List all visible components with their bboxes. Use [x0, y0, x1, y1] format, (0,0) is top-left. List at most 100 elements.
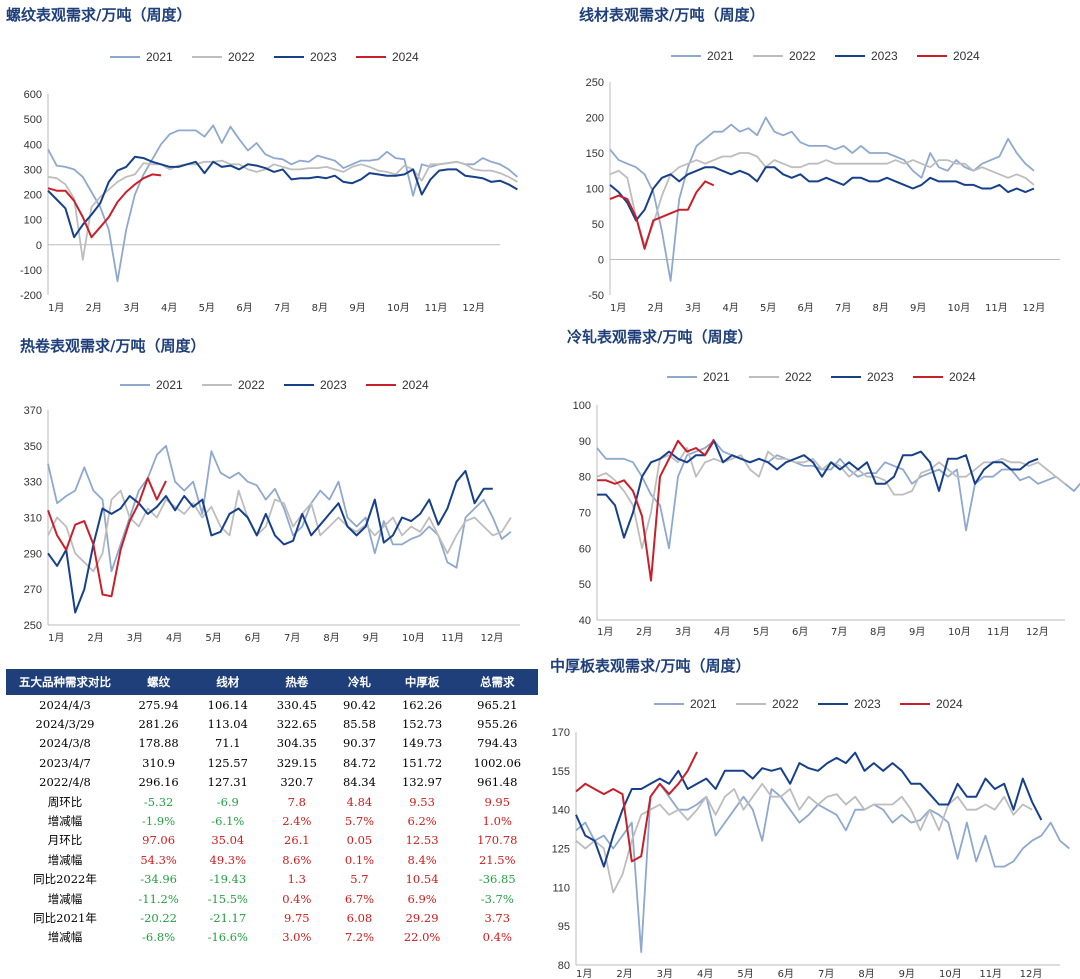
legend-label: 2023 [867, 370, 894, 384]
legend-item-2024: 2024 [917, 49, 980, 63]
series-line-2023 [597, 439, 1039, 539]
x-month-label: 8月 [870, 626, 886, 638]
table-cell: 71.1 [214, 736, 241, 751]
y-tick-label: 400 [24, 139, 42, 151]
table-cell: 296.16 [138, 775, 179, 790]
series-line-2022 [575, 782, 1033, 894]
x-month-label: 3月 [675, 626, 691, 638]
row-label: 增减幅 [47, 814, 83, 829]
y-tick-label: 50 [579, 579, 591, 591]
table-cell: -21.17 [209, 910, 247, 925]
legend-label: 2021 [146, 50, 173, 64]
series-line-2022 [47, 159, 518, 261]
crc-chart: 2021 2022 2023 2024 40 50 60 70 80 90 100 1月 2月 3月 4月 5… [573, 370, 1080, 638]
y-tick-label: 500 [24, 114, 42, 126]
row-label: 增减幅 [47, 891, 83, 906]
table-cell: -11.2% [138, 891, 179, 906]
x-month-label: 9月 [899, 968, 915, 979]
x-month-label: 4月 [697, 968, 713, 979]
y-tick-label: 125 [552, 844, 570, 856]
y-tick-label: 110 [552, 882, 570, 894]
y-tick-label: 370 [24, 405, 42, 417]
y-tick-label: 150 [586, 148, 604, 160]
x-month-label: 9月 [349, 302, 365, 314]
x-month-label: 7月 [284, 632, 300, 644]
table-header-cell: 五大品种需求对比 [6, 669, 124, 695]
table-cell: 281.26 [138, 717, 179, 732]
x-month-label: 8月 [873, 302, 889, 314]
x-month-label: 5月 [760, 302, 776, 314]
table-row: 周环比 -5.32 -6.9 7.8 4.84 9.53 9.95 [6, 792, 538, 811]
table-row: 2022/4/8 296.16 127.31 320.7 84.34 132.97 961.… [6, 773, 538, 792]
series-line-2021 [47, 124, 518, 283]
legend-item-2022: 2022 [736, 697, 799, 711]
table-cell: 151.72 [401, 755, 443, 770]
wire-chart: 2021 2022 2023 2024 -50 0 50 100 150 200 250 1月 2月 3月… [586, 49, 1060, 314]
table-cell: 0.4% [482, 930, 512, 945]
table-row: 增减幅 54.3% 49.3% 8.6% 0.1% 8.4% 21.5% [6, 850, 538, 869]
x-month-label: 12月 [1023, 302, 1046, 314]
y-tick-label: 100 [24, 215, 42, 227]
table-cell: 304.35 [276, 736, 317, 751]
legend-label: 2022 [785, 370, 812, 384]
table-cell: 152.73 [401, 717, 443, 732]
x-month-label: 2月 [636, 626, 652, 638]
table-cell: 965.21 [477, 697, 518, 712]
table-cell: 149.73 [401, 736, 443, 751]
legend-item-2022: 2022 [753, 49, 816, 63]
series-line-2023 [609, 166, 1035, 222]
table-row: 2024/3/29 281.26 113.04 322.65 85.58 152.73 95… [6, 714, 538, 733]
legend-label: 2022 [238, 378, 265, 392]
y-tick-label: 310 [24, 513, 42, 525]
hrc-chart: 2021 2022 2023 2024 250 270 290 310 330 350 370 1月 2… [24, 378, 520, 644]
legend-label: 2023 [310, 50, 337, 64]
table-cell: 113.04 [207, 717, 248, 732]
y-tick-label: 50 [592, 219, 604, 231]
legend-item-2021: 2021 [110, 50, 173, 64]
legend-item-2022: 2022 [749, 370, 812, 384]
x-month-label: 7月 [835, 302, 851, 314]
table-cell: -6.9 [216, 794, 239, 809]
legend-item-2023: 2023 [831, 370, 894, 384]
table-cell: 9.53 [409, 794, 435, 809]
series-line-2024 [597, 438, 715, 582]
plate-chart: 2021 2022 2023 2024 80 95 110 125 140 155 170 1月 2月 3… [552, 697, 1070, 979]
y-tick-label: 600 [24, 89, 42, 101]
table-row: 月环比 97.06 35.04 26.1 0.05 12.53 170.78 [6, 831, 538, 850]
table-cell: -5.32 [143, 794, 174, 809]
legend-item-2023: 2023 [818, 697, 881, 711]
table-row: 2023/4/7 310.9 125.57 329.15 84.72 151.72 1002… [6, 753, 538, 772]
y-tick-label: 0 [36, 240, 42, 252]
legend-item-2023: 2023 [835, 49, 898, 63]
row-label: 周环比 [47, 794, 83, 809]
table-cell: 35.04 [211, 833, 245, 848]
x-month-label: 2月 [616, 968, 632, 979]
legend-item-2021: 2021 [671, 49, 734, 63]
x-month-label: 10月 [939, 968, 962, 979]
table-cell: 1.0% [482, 814, 512, 829]
table-cell: 49.3% [209, 852, 247, 867]
table-cell: -1.9% [142, 814, 176, 829]
legend-item-2024: 2024 [900, 697, 963, 711]
y-tick-label: 200 [24, 190, 42, 202]
table-cell: 310.9 [142, 755, 176, 770]
table-cell: 6.2% [407, 814, 437, 829]
x-month-label: 10月 [948, 626, 971, 638]
x-month-label: 7月 [818, 968, 834, 979]
table-cell: -6.8% [142, 930, 176, 945]
table-cell: 84.72 [342, 755, 376, 770]
x-month-label: 3月 [127, 632, 143, 644]
x-month-label: 5月 [199, 302, 215, 314]
legend-label: 2024 [392, 50, 419, 64]
row-label: 同比2022年 [33, 872, 97, 887]
series-line-2021 [609, 116, 1035, 282]
table-header-cell: 线材 [193, 669, 263, 695]
x-month-label: 1月 [48, 632, 64, 644]
legend-label: 2024 [953, 49, 980, 63]
table-cell: 6.7% [344, 891, 375, 906]
legend-item-2024: 2024 [913, 370, 976, 384]
legend-label: 2021 [156, 378, 183, 392]
y-tick-label: 330 [24, 477, 42, 489]
x-month-label: 11月 [425, 302, 448, 314]
x-month-label: 12月 [1020, 968, 1043, 979]
